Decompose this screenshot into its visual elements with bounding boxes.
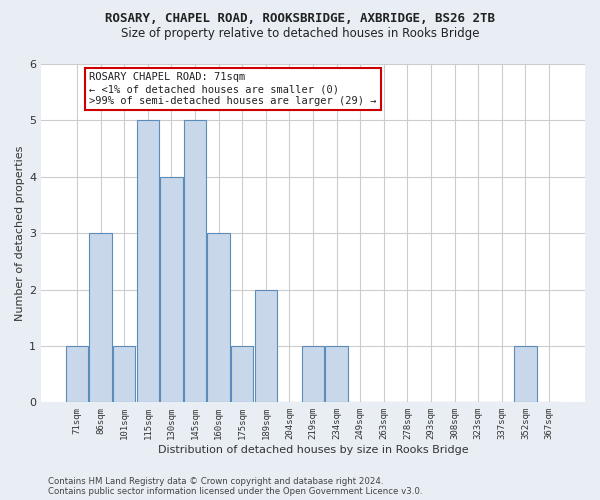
Bar bbox=[302, 346, 324, 403]
Bar bbox=[325, 346, 348, 403]
Bar bbox=[66, 346, 88, 403]
Bar bbox=[231, 346, 253, 403]
Bar bbox=[514, 346, 536, 403]
Text: ROSARY CHAPEL ROAD: 71sqm
← <1% of detached houses are smaller (0)
>99% of semi-: ROSARY CHAPEL ROAD: 71sqm ← <1% of detac… bbox=[89, 72, 376, 106]
Text: ROSARY, CHAPEL ROAD, ROOKSBRIDGE, AXBRIDGE, BS26 2TB: ROSARY, CHAPEL ROAD, ROOKSBRIDGE, AXBRID… bbox=[105, 12, 495, 26]
Bar bbox=[184, 120, 206, 402]
Bar bbox=[89, 233, 112, 402]
Bar bbox=[208, 233, 230, 402]
Bar bbox=[113, 346, 136, 403]
Text: Contains HM Land Registry data © Crown copyright and database right 2024.: Contains HM Land Registry data © Crown c… bbox=[48, 477, 383, 486]
Y-axis label: Number of detached properties: Number of detached properties bbox=[15, 146, 25, 321]
Bar bbox=[254, 290, 277, 403]
Bar bbox=[160, 177, 182, 402]
Bar bbox=[137, 120, 159, 402]
X-axis label: Distribution of detached houses by size in Rooks Bridge: Distribution of detached houses by size … bbox=[158, 445, 469, 455]
Text: Size of property relative to detached houses in Rooks Bridge: Size of property relative to detached ho… bbox=[121, 28, 479, 40]
Text: Contains public sector information licensed under the Open Government Licence v3: Contains public sector information licen… bbox=[48, 487, 422, 496]
